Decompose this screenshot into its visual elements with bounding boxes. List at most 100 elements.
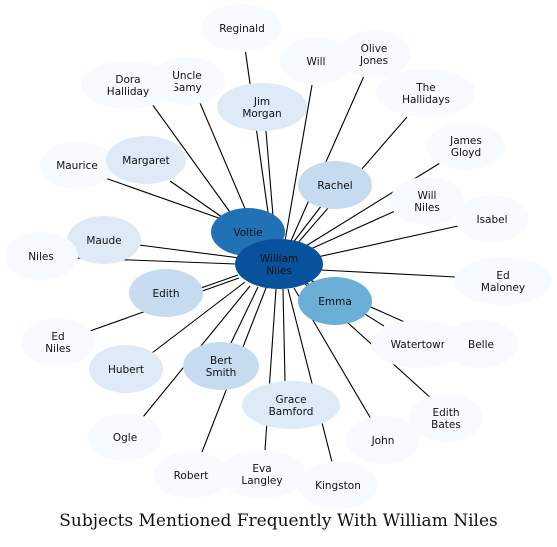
node-belle[interactable]: Belle [444, 320, 518, 368]
node-label: Jim [253, 96, 270, 108]
node-ellipse [409, 394, 483, 442]
node-label: Maloney [481, 282, 525, 294]
node-ellipse [337, 30, 411, 78]
node-label: Kingston [315, 480, 361, 492]
node-label: William [260, 253, 298, 265]
node-emma[interactable]: Emma [298, 277, 372, 325]
edge-kingston [287, 288, 333, 463]
node-niles[interactable]: Niles [4, 232, 78, 280]
node-ellipse [218, 450, 306, 498]
node-label: Smith [206, 367, 237, 379]
node-label: Bert [210, 355, 232, 367]
node-label: Niles [45, 343, 71, 355]
node-label: John [371, 435, 395, 447]
node-label: Dora [115, 74, 140, 86]
node-ellipse [242, 381, 340, 429]
edge-maurice [104, 177, 231, 223]
node-margaret[interactable]: Margaret [106, 136, 186, 184]
node-hubert[interactable]: Hubert [89, 345, 163, 393]
node-label: James [449, 135, 482, 147]
node-rachel[interactable]: Rachel [298, 161, 372, 209]
node-ellipse [298, 277, 372, 325]
node-john[interactable]: John [346, 416, 420, 464]
node-maurice[interactable]: Maurice [40, 141, 114, 189]
node-ogle[interactable]: Ogle [88, 413, 162, 461]
node-label: Jones [359, 55, 388, 67]
node-ellipse [129, 269, 203, 317]
node-ellipse [154, 451, 228, 499]
edge-rachel [291, 204, 323, 245]
node-ellipse [21, 318, 95, 366]
diagram-title: Subjects Mentioned Frequently With Willi… [59, 511, 498, 531]
node-label: Rachel [317, 180, 352, 192]
node-label: Bates [431, 419, 461, 431]
node-will[interactable]: Will [280, 37, 352, 85]
node-label: Grace [275, 394, 306, 406]
node-watertown[interactable]: Watertown [371, 320, 467, 368]
node-label: Ed [496, 270, 509, 282]
node-ellipse [89, 345, 163, 393]
edge-edith [200, 274, 239, 289]
node-ellipse [81, 61, 175, 109]
node-edith[interactable]: Edith [129, 269, 203, 317]
node-label: The [415, 82, 436, 94]
node-ellipse [427, 122, 505, 170]
node-ellipse [444, 320, 518, 368]
node-label: Watertown [391, 339, 448, 351]
node-label: Gloyd [451, 147, 481, 159]
node-ellipse [280, 37, 352, 85]
node-ellipse [183, 342, 259, 390]
node-ellipse [40, 141, 114, 189]
node-kingston[interactable]: Kingston [298, 461, 378, 509]
node-ellipse [106, 136, 186, 184]
node-label: Hallidays [402, 94, 450, 106]
node-label: Hubert [108, 364, 144, 376]
node-label: Niles [28, 251, 54, 263]
node-label: Langley [241, 475, 282, 487]
node-ellipse [67, 216, 141, 264]
node-ellipse [371, 320, 467, 368]
edge-will-niles [303, 210, 396, 253]
node-label: Robert [174, 470, 209, 482]
node-ellipse [4, 232, 78, 280]
node-label: Niles [266, 265, 292, 277]
node-ellipse [456, 195, 528, 243]
node-isabel[interactable]: Isabel [456, 195, 528, 243]
node-label: Uncle [172, 70, 202, 82]
node-layer: ReginaldWillOliveJonesUncleSamyDoraHalli… [4, 4, 552, 509]
node-ellipse [298, 461, 378, 509]
node-label: Halliday [107, 86, 149, 98]
node-label: Will [418, 190, 437, 202]
edge-grace-bamford [282, 288, 286, 382]
node-label: Isabel [476, 214, 507, 226]
edge-isabel [312, 225, 459, 259]
edge-maude [138, 244, 241, 259]
node-reginald[interactable]: Reginald [202, 4, 282, 52]
node-maude[interactable]: Maude [67, 216, 141, 264]
node-robert[interactable]: Robert [154, 451, 228, 499]
edge-james-gloyd [300, 162, 441, 250]
node-label: Ogle [113, 432, 137, 444]
node-label: Olive [361, 43, 388, 55]
node-ellipse [217, 83, 307, 131]
node-ellipse [235, 239, 323, 289]
edge-dora-halliday [151, 103, 241, 227]
node-label: Edith [153, 288, 180, 300]
node-label: Ed [51, 331, 64, 343]
node-ellipse [88, 413, 162, 461]
edge-ed-maloney [320, 269, 457, 278]
